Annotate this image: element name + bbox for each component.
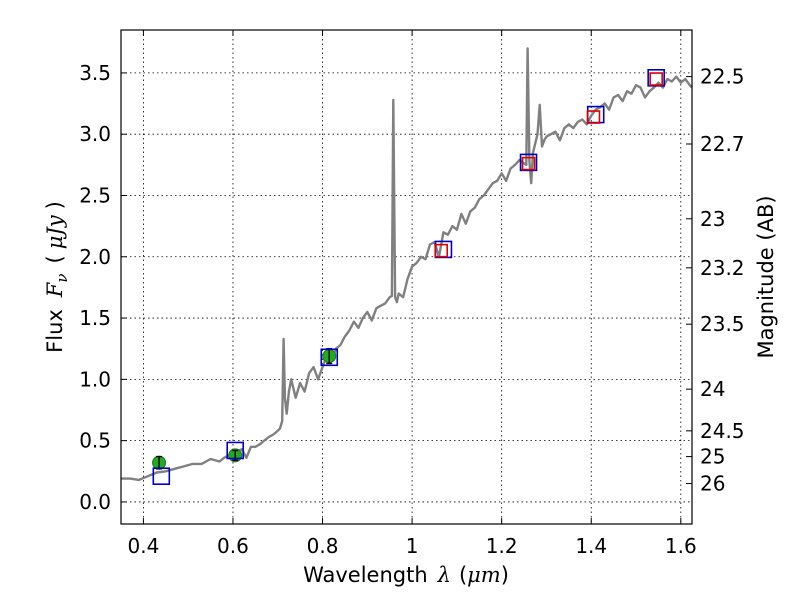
y2-axis-label: Magnitude (AB): [754, 195, 778, 358]
plot-frame: [120, 29, 693, 525]
y-axis-ticks: 0.0 0.5 1.0 1.5 2.0 2.5 3.0 3.5: [79, 61, 127, 514]
x-tick-label: 1.4: [575, 534, 607, 558]
y2-tick-label: 26: [700, 472, 725, 496]
y2-tick-label: 24.5: [700, 419, 745, 443]
y2-tick-label: 22.5: [700, 65, 745, 89]
y2-tick-label: 23.5: [700, 312, 745, 336]
x-axis-ticks: 0.4 0.6 0.8 1 1.2 1.4 1.6: [127, 30, 697, 558]
y-tick-label: 0.5: [79, 429, 111, 453]
x-tick-label: 0.6: [217, 534, 249, 558]
y-tick-label: 2.0: [79, 245, 111, 269]
y-tick-label: 0.0: [79, 490, 111, 514]
blue-square-marker: [226, 441, 244, 460]
blue-square-marker: [152, 467, 171, 485]
x-tick-label: 0.4: [127, 534, 159, 558]
red-square-marker: [434, 243, 449, 258]
blue-square-marker: [320, 348, 339, 367]
spectrum-line: [121, 47, 693, 482]
plot-area: [121, 47, 693, 485]
x-tick-label: 1.2: [486, 534, 518, 558]
red-square-marker: [649, 72, 663, 86]
x-tick-label: 1: [406, 534, 419, 558]
y2-axis-ticks: 22.5 22.7 23 23.2 23.5 24 24.525 26: [686, 65, 745, 496]
y-tick-label: 3.0: [79, 122, 111, 146]
y2-tick-label: 25: [700, 445, 725, 469]
y2-tick-label: 23: [700, 207, 725, 231]
x-tick-label: 1.6: [665, 534, 697, 558]
y-tick-label: 1.0: [79, 367, 111, 391]
y-tick-label: 1.5: [79, 306, 111, 330]
red-square-marker: [586, 110, 601, 124]
y-axis-label: FluxFν(μJy): [43, 201, 71, 353]
y2-tick-label: 24: [700, 377, 725, 401]
x-axis-label: Wavelength λ (μm): [303, 563, 509, 587]
y-tick-label: 2.5: [79, 183, 111, 207]
x-tick-label: 0.8: [307, 534, 339, 558]
y-tick-label: 3.5: [79, 61, 111, 85]
y2-tick-label: 22.7: [700, 132, 745, 156]
grid-lines: [121, 30, 692, 524]
y2-tick-label: 23.2: [700, 256, 745, 280]
red-square-marker: [521, 156, 536, 171]
